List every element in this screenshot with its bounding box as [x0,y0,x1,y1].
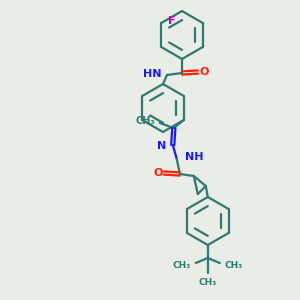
Text: N: N [157,141,166,151]
Text: NH: NH [185,152,203,162]
Text: HN: HN [143,69,162,79]
Text: CH₃: CH₃ [172,262,191,271]
Text: CH₃: CH₃ [135,116,155,126]
Text: CH₃: CH₃ [225,262,243,271]
Text: O: O [153,168,163,178]
Text: CH₃: CH₃ [199,278,217,287]
Text: O: O [199,67,209,77]
Text: F: F [168,16,176,26]
